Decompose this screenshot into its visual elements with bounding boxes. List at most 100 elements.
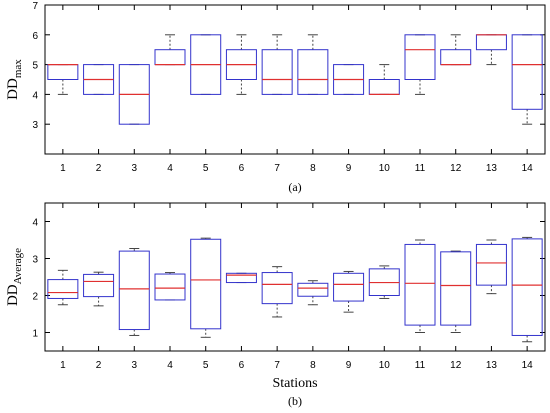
box-station-11 xyxy=(404,239,436,333)
iqr-box xyxy=(261,49,293,95)
box-station-9 xyxy=(333,270,365,313)
iqr-box xyxy=(47,279,79,299)
box-station-12 xyxy=(440,250,472,333)
box-station-9 xyxy=(333,64,365,95)
iqr-box xyxy=(297,282,329,297)
y-axis-label: DDmax xyxy=(5,59,24,100)
xtick-label: 13 xyxy=(486,163,498,174)
ytick-label: 5 xyxy=(32,61,38,72)
box-station-11 xyxy=(404,34,436,95)
xtick-label: 4 xyxy=(167,360,173,371)
xtick-label: 12 xyxy=(450,163,462,174)
box-station-5 xyxy=(190,34,222,95)
box-station-2 xyxy=(83,271,115,307)
xtick-label: 7 xyxy=(274,163,280,174)
xtick-label: 1 xyxy=(60,163,66,174)
iqr-box xyxy=(83,273,115,298)
iqr-box xyxy=(511,34,543,110)
box-station-5 xyxy=(190,237,222,338)
xtick-label: 1 xyxy=(60,360,66,371)
xtick-label: 8 xyxy=(310,163,316,174)
ytick-label: 3 xyxy=(32,120,38,131)
y-axis-label: DDAverage xyxy=(5,248,24,306)
box-station-2 xyxy=(83,64,115,95)
iqr-box xyxy=(261,272,293,305)
y-axis-label-sub: max xyxy=(12,59,24,78)
xtick-label: 14 xyxy=(522,360,534,371)
box-station-1 xyxy=(47,63,79,95)
xtick-label: 3 xyxy=(132,163,138,174)
xtick-label: 6 xyxy=(239,163,245,174)
xtick-label: 9 xyxy=(346,360,352,371)
box-station-8 xyxy=(297,34,329,95)
box-station-10 xyxy=(368,265,400,299)
box-station-14 xyxy=(511,34,543,125)
iqr-box xyxy=(333,272,365,302)
iqr-box xyxy=(190,238,222,330)
box-station-8 xyxy=(297,280,329,306)
xtick-label: 7 xyxy=(274,360,280,371)
xtick-label: 9 xyxy=(346,163,352,174)
box-station-14 xyxy=(511,236,543,343)
box-station-12 xyxy=(440,34,472,66)
box-station-6 xyxy=(225,34,257,95)
box-station-7 xyxy=(261,266,293,318)
axes-frame xyxy=(44,202,546,352)
xtick-label: 5 xyxy=(203,360,209,371)
iqr-box xyxy=(154,49,186,66)
xtick-label: 4 xyxy=(167,163,173,174)
box-station-6 xyxy=(225,272,257,284)
iqr-box xyxy=(440,49,472,66)
xtick-label: 13 xyxy=(486,360,498,371)
box-station-3 xyxy=(118,248,150,336)
box-station-4 xyxy=(154,272,186,301)
ytick-label: 6 xyxy=(32,31,38,42)
axes-frame xyxy=(44,4,546,155)
xtick-label: 6 xyxy=(239,360,245,371)
box-station-13 xyxy=(475,34,507,66)
box-station-3 xyxy=(118,64,150,125)
iqr-box xyxy=(511,238,543,336)
xtick-label: 12 xyxy=(450,360,462,371)
ytick-label: 2 xyxy=(32,292,38,303)
iqr-box xyxy=(154,273,186,301)
ytick-label: 3 xyxy=(32,255,38,266)
panel-caption: (a) xyxy=(288,180,301,194)
y-axis-label-main: DD xyxy=(5,78,21,100)
iqr-box xyxy=(440,251,472,326)
iqr-box xyxy=(368,79,400,95)
iqr-box xyxy=(404,34,436,80)
ytick-label: 4 xyxy=(32,90,38,101)
xtick-label: 3 xyxy=(132,360,138,371)
iqr-box xyxy=(297,49,329,95)
iqr-box xyxy=(404,243,436,326)
iqr-box xyxy=(225,272,257,284)
xtick-label: 14 xyxy=(522,163,534,174)
xtick-label: 8 xyxy=(310,360,316,371)
xtick-label: 5 xyxy=(203,163,209,174)
panel-caption: (b) xyxy=(288,394,302,408)
xtick-label: 11 xyxy=(415,360,426,371)
ytick-label: 7 xyxy=(32,1,38,12)
iqr-box xyxy=(475,243,507,286)
box-station-4 xyxy=(154,34,186,66)
xtick-label: 11 xyxy=(415,163,426,174)
ytick-label: 1 xyxy=(32,329,38,340)
iqr-box xyxy=(47,64,79,80)
xtick-label: 2 xyxy=(96,163,102,174)
y-axis-label-main: DD xyxy=(5,284,21,306)
ytick-label: 4 xyxy=(32,218,38,229)
box-station-10 xyxy=(368,64,400,96)
box-station-7 xyxy=(261,34,293,95)
box-station-1 xyxy=(47,269,79,306)
iqr-box xyxy=(475,34,507,51)
xtick-label: 10 xyxy=(379,163,391,174)
x-axis-label: Stations xyxy=(272,376,317,391)
xtick-label: 2 xyxy=(96,360,102,371)
y-axis-label-sub: Average xyxy=(12,248,24,285)
box-station-13 xyxy=(475,239,507,295)
iqr-box xyxy=(118,250,150,331)
